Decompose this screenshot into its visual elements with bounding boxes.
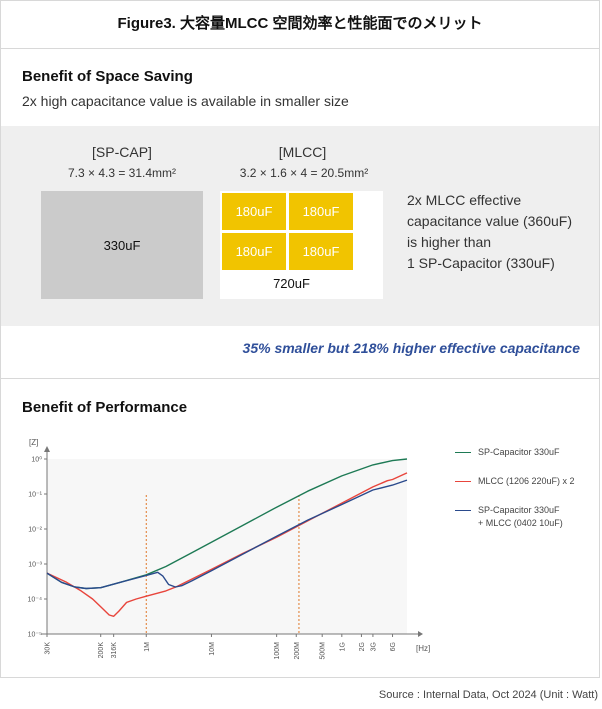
comparison-note: 2x MLCC effective capacitance value (360… xyxy=(407,190,572,274)
legend-label-sp: SP-Capacitor 330uF xyxy=(478,447,560,457)
figure-title: Figure3. 大容量MLCC 空間効率と性能面でのメリット xyxy=(0,0,600,49)
note-line: 1 SP-Capacitor (330uF) xyxy=(407,255,555,271)
section-divider xyxy=(1,378,599,379)
legend-label-combo-1: SP-Capacitor 330uF xyxy=(478,505,560,515)
highlight-statement: 35% smaller but 218% higher effective ca… xyxy=(242,340,580,356)
mlcc-chip: 180uF xyxy=(222,233,286,270)
mlcc-chip: 180uF xyxy=(289,233,353,270)
mlcc-chip: 180uF xyxy=(289,193,353,230)
sp-cap-block: 330uF xyxy=(41,191,203,299)
mlcc-label: [MLCC] xyxy=(278,144,327,160)
note-line: capacitance value (360uF) xyxy=(407,213,572,229)
legend-swatch-combo xyxy=(455,510,471,511)
legend-swatch-mlcc xyxy=(455,481,471,482)
mlcc-chip: 180uF xyxy=(222,193,286,230)
mlcc-dims: 3.2 × 1.6 × 4 = 20.5mm² xyxy=(239,166,369,180)
figure-frame xyxy=(0,0,600,678)
sp-cap-label: [SP-CAP] xyxy=(92,144,152,160)
space-saving-subtitle: 2x high capacitance value is available i… xyxy=(22,93,349,109)
legend-label-combo-2: + MLCC (0402 10uF) xyxy=(478,518,563,528)
performance-title: Benefit of Performance xyxy=(22,399,188,416)
legend-label-mlcc: MLCC (1206 220uF) x 2 xyxy=(478,476,575,486)
legend-swatch-sp xyxy=(455,452,471,453)
sp-cap-dims: 7.3 × 4.3 = 31.4mm² xyxy=(67,166,177,180)
note-line: 2x MLCC effective xyxy=(407,192,522,208)
mlcc-total-value: 720uF xyxy=(273,276,310,291)
sp-cap-value: 330uF xyxy=(103,237,141,253)
note-line: is higher than xyxy=(407,234,492,250)
source-note: Source : Internal Data, Oct 2024 (Unit :… xyxy=(378,689,598,701)
space-saving-title: Benefit of Space Saving xyxy=(22,68,193,85)
